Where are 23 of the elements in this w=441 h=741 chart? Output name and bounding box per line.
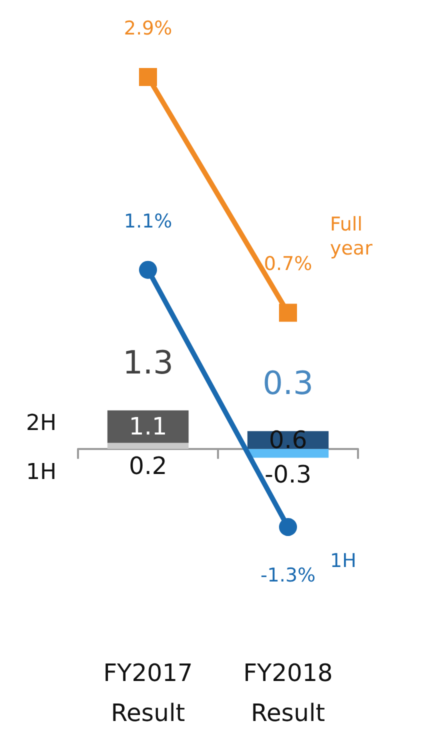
point: [139, 68, 157, 86]
data-label: -0.3: [264, 460, 312, 489]
data-label: 0.2: [128, 452, 168, 480]
point: [279, 304, 297, 322]
data-label: 0.6: [268, 426, 308, 454]
x-tick-label: FY2017 Result: [103, 659, 193, 727]
point: [139, 260, 157, 279]
data-label: 1.1: [128, 412, 168, 441]
text: Full year: [330, 214, 373, 260]
data-label: -1.3%: [260, 564, 316, 586]
text: 1H: [330, 550, 356, 572]
data-label: 1.1%: [124, 210, 172, 232]
text: 2H: [26, 411, 57, 436]
text: 1H: [26, 460, 57, 485]
data-label: 0.7%: [264, 253, 312, 276]
bar: [107, 442, 189, 449]
bar: [247, 448, 329, 458]
data-label: 2.9%: [124, 18, 172, 40]
x-tick-label: FY2018 Result: [243, 659, 333, 727]
point: [279, 518, 297, 536]
bar: [107, 410, 189, 443]
total-label: 0.3: [262, 364, 314, 402]
total-label: 1.3: [122, 343, 174, 382]
